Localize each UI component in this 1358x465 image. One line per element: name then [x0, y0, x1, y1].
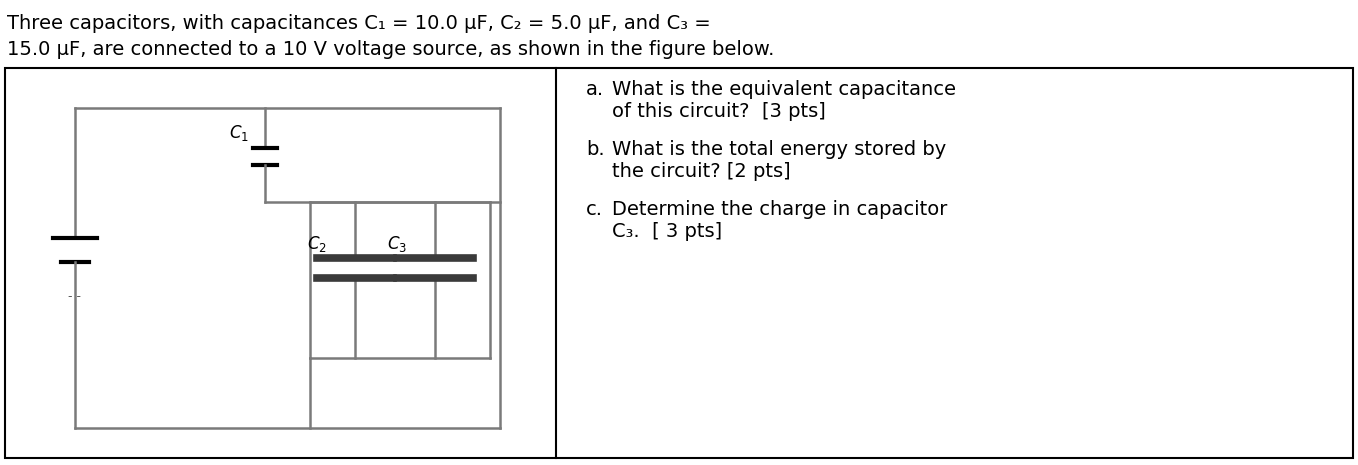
Text: $C_3$: $C_3$: [387, 234, 407, 254]
Text: $C_2$: $C_2$: [307, 234, 327, 254]
Text: Three capacitors, with capacitances C₁ = 10.0 μF, C₂ = 5.0 μF, and C₃ =: Three capacitors, with capacitances C₁ =…: [7, 14, 710, 33]
Text: $C_1$: $C_1$: [230, 123, 249, 143]
Text: b.: b.: [587, 140, 604, 159]
Text: of this circuit?  [3 pts]: of this circuit? [3 pts]: [612, 102, 826, 121]
Text: What is the total energy stored by: What is the total energy stored by: [612, 140, 947, 159]
Text: Determine the charge in capacitor: Determine the charge in capacitor: [612, 200, 948, 219]
Text: - -: - -: [68, 290, 81, 303]
Text: c.: c.: [587, 200, 603, 219]
Text: 15.0 μF, are connected to a 10 V voltage source, as shown in the figure below.: 15.0 μF, are connected to a 10 V voltage…: [7, 40, 774, 59]
Text: the circuit? [2 pts]: the circuit? [2 pts]: [612, 162, 790, 181]
Text: C₃.  [ 3 pts]: C₃. [ 3 pts]: [612, 222, 722, 241]
Bar: [5, 68, 1353, 458]
Text: What is the equivalent capacitance: What is the equivalent capacitance: [612, 80, 956, 99]
Text: a.: a.: [587, 80, 604, 99]
